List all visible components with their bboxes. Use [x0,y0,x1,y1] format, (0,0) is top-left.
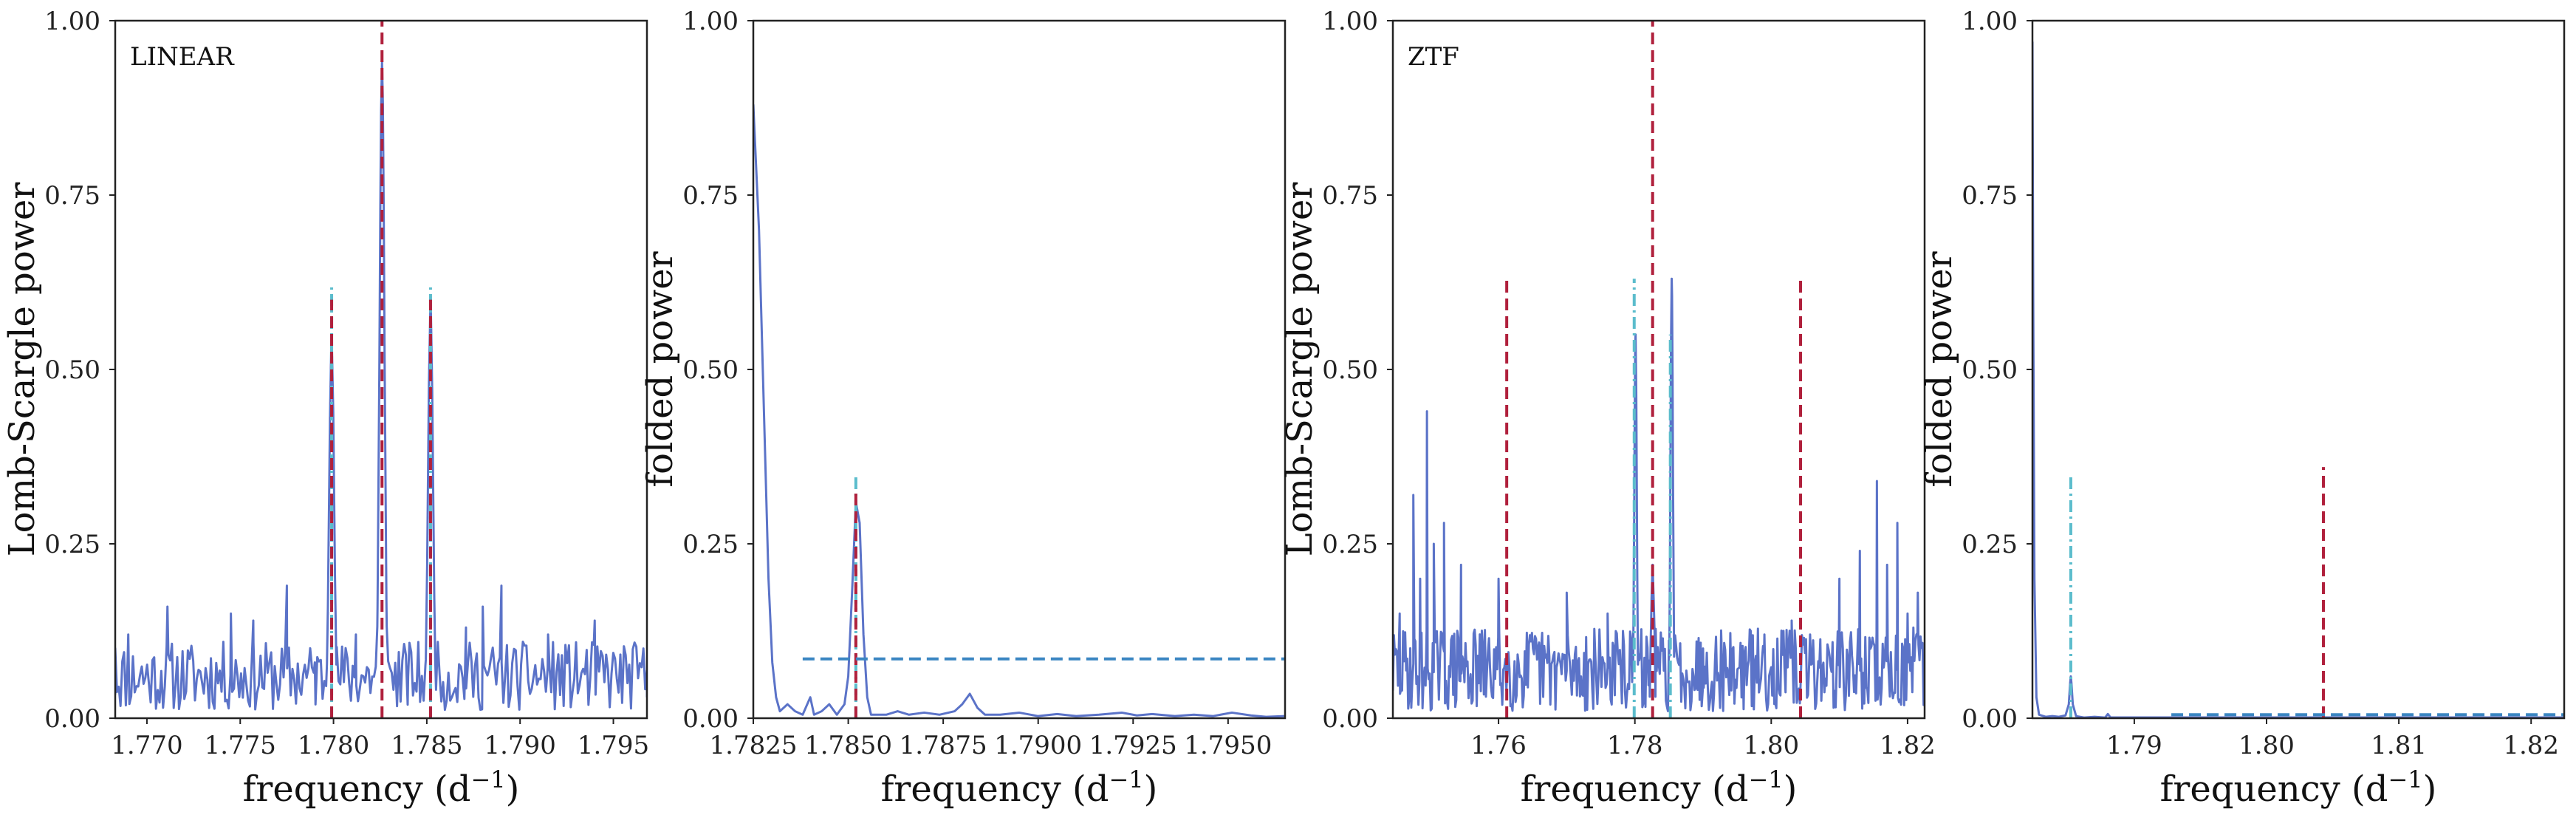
y-tick-label: 0.00 [682,704,739,734]
x-tick-label: 1.76 [1470,731,1527,760]
x-tick-label: 1.770 [111,731,182,760]
y-axis-label: Lomb-Scargle power [1,183,43,556]
x-tick-label: 1.7875 [900,731,987,760]
y-tick-label: 0.25 [1322,530,1378,559]
x-tick-label: 1.775 [205,731,276,760]
x-tick-label: 1.79 [2106,731,2162,760]
y-tick-label: 0.25 [682,530,739,559]
y-axis-label: Lomb-Scargle power [1279,183,1320,556]
power-series-line [2032,41,2564,718]
x-tick-label: 1.80 [2238,731,2295,760]
y-tick-label: 0.75 [44,181,100,211]
y-tick-label: 0.25 [44,530,100,559]
x-tick-label: 1.82 [2503,731,2559,760]
y-tick-label: 0.75 [1322,181,1378,211]
y-tick-label: 1.00 [1962,7,2018,36]
y-tick-label: 0.50 [1322,355,1378,385]
survey-annotation: LINEAR [130,42,235,72]
chart-panel-2: 1.7825 1.7850 1.7875 1.7900 1.7925 1.7950 0.00… [640,7,1287,810]
y-tick-label: 0.50 [1962,355,2018,385]
y-tick-label: 0.75 [1962,181,2018,211]
x-tick-label: 1.82 [1880,731,1936,760]
y-tick-label: 0.75 [682,181,739,211]
y-tick-label: 0.00 [44,704,100,734]
x-tick-label: 1.7900 [994,731,1082,760]
chart-panel-4: 1.79 1.80 1.81 1.82 0.00 0.25 0.50 0.75 1.00 freq… [1919,7,2566,810]
x-axis-label: frequency (d−1) [2160,765,2437,810]
axes-frame [2031,19,2566,720]
x-tick-label: 1.81 [2371,731,2427,760]
y-axis-label: folded power [1919,251,1960,487]
x-tick-label: 1.7850 [804,731,892,760]
power-series-line [753,104,1285,718]
x-tick-label: 1.785 [391,731,462,760]
x-axis-label: frequency (d−1) [243,765,520,810]
chart-panel-1: 1.770 1.775 1.780 1.785 1.790 1.795 0.00 0.25 0.… [1,7,649,810]
power-series-line [1393,277,1925,712]
x-tick-label: 1.80 [1743,731,1799,760]
axes-frame [1391,19,1926,720]
survey-annotation: ZTF [1408,42,1459,72]
y-tick-label: 0.00 [1962,704,2018,734]
y-tick-label: 0.50 [682,355,739,385]
x-tick-label: 1.7925 [1089,731,1177,760]
y-tick-label: 0.25 [1962,530,2018,559]
y-tick-label: 1.00 [1322,7,1378,36]
y-tick-label: 0.50 [44,355,100,385]
y-tick-label: 0.00 [1322,704,1378,734]
x-tick-label: 1.78 [1607,731,1663,760]
axes-frame [752,19,1287,720]
x-tick-label: 1.795 [578,731,649,760]
y-axis-label: folded power [640,251,681,487]
x-axis-label: frequency (d−1) [1521,765,1798,810]
x-tick-label: 1.7950 [1184,731,1272,760]
y-tick-label: 1.00 [682,7,739,36]
x-tick-label: 1.780 [298,731,369,760]
x-tick-label: 1.7825 [710,731,798,760]
x-tick-label: 1.790 [484,731,556,760]
chart-panel-3: 1.76 1.78 1.80 1.82 0.00 0.25 0.50 0.75 1.00 freq… [1279,7,1936,810]
x-axis-label: frequency (d−1) [881,765,1158,810]
y-tick-label: 1.00 [44,7,100,36]
